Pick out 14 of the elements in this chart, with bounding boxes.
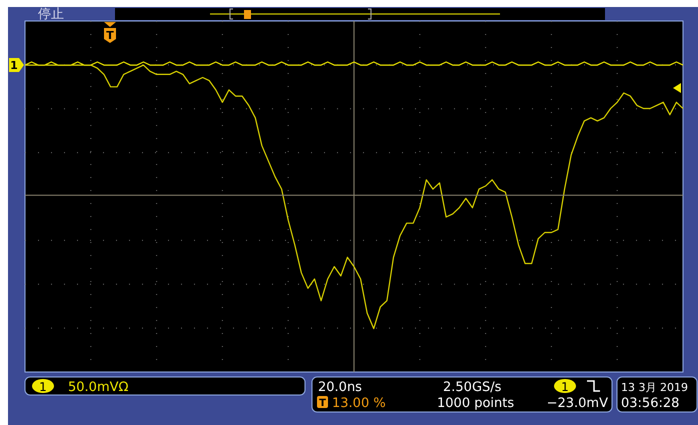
text: 03:56:28 <box>621 396 680 411</box>
text: 2.50GS/s <box>443 380 502 395</box>
text: 停止 <box>38 7 64 22</box>
text: 1 <box>561 380 569 394</box>
text: 13 3月 2019 <box>621 381 688 394</box>
text: T <box>319 398 326 409</box>
text: 20.0ns <box>318 380 362 395</box>
text: T <box>106 29 114 42</box>
text: 13.00 % <box>332 396 386 411</box>
text: 50.0mVΩ <box>68 380 128 395</box>
text: 1 <box>10 59 18 72</box>
text: 1 <box>39 380 47 394</box>
text: 1000 points <box>437 396 514 411</box>
text: −23.0mV <box>546 396 608 411</box>
